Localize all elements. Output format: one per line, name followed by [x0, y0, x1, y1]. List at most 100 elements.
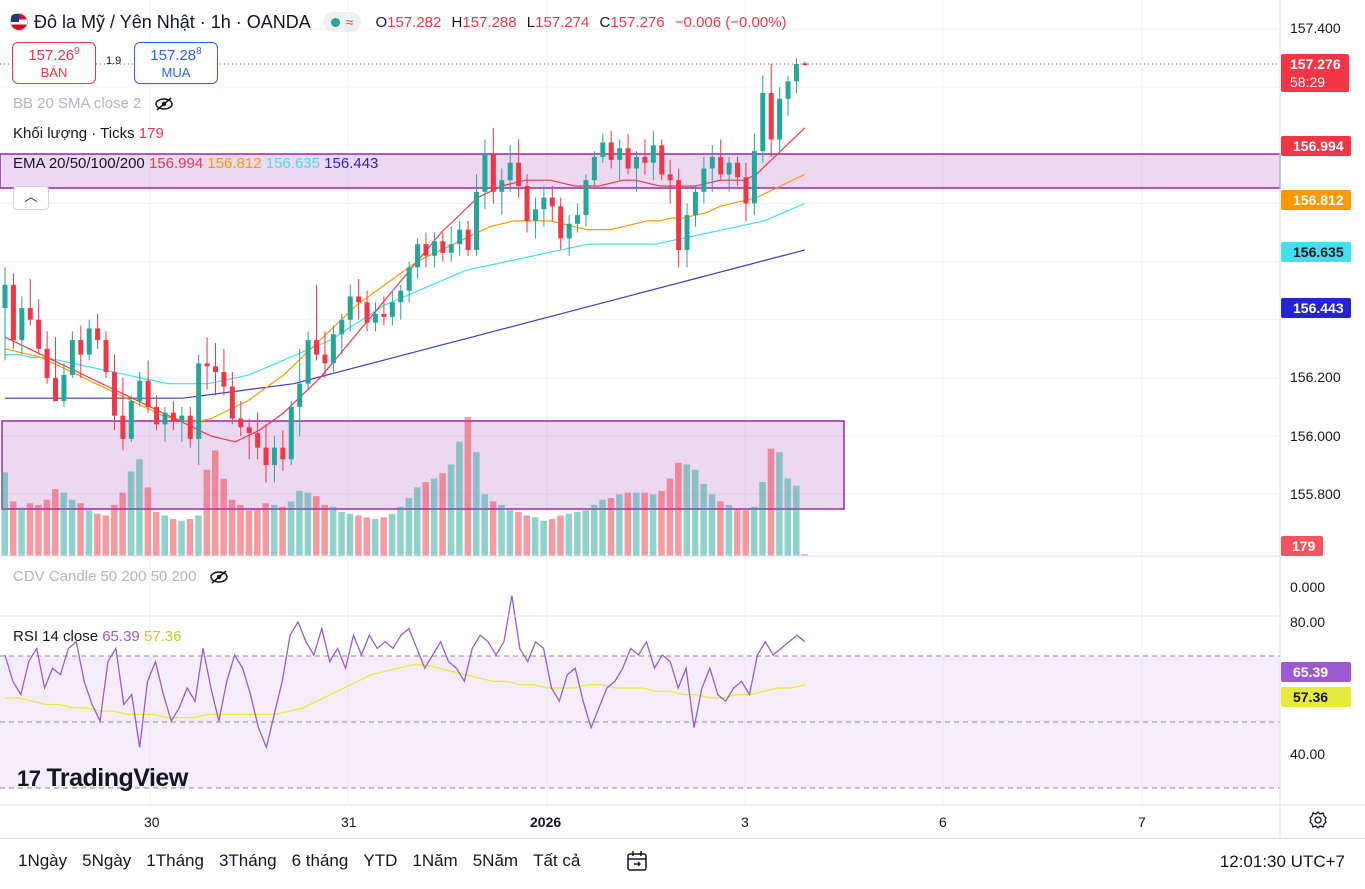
- volume-bar: [422, 482, 429, 556]
- time-tick: 30: [144, 814, 160, 830]
- volume-bar: [186, 519, 194, 556]
- candle-body: [389, 302, 395, 317]
- period-1d[interactable]: 1Ngày: [18, 851, 68, 870]
- hidden-eye-icon[interactable]: [209, 570, 229, 584]
- candle-body: [128, 401, 134, 439]
- period-6m[interactable]: 6 tháng: [291, 851, 349, 870]
- volume-bar: [616, 494, 623, 556]
- rsi-legend[interactable]: RSI 14 close 65.39 57.36: [13, 628, 182, 645]
- candle-body: [625, 148, 631, 169]
- volume-bar: [666, 478, 674, 556]
- candle-body: [558, 206, 564, 239]
- volume-bar: [153, 512, 160, 556]
- rsi-ma-tag-value: 57.36: [1293, 689, 1328, 705]
- clock-timezone[interactable]: 12:01:30 UTC+7: [1219, 852, 1345, 871]
- resistance-zone[interactable]: [0, 153, 1281, 189]
- tradingview-logo-icon: 17: [17, 765, 41, 791]
- hidden-eye-icon[interactable]: [154, 97, 174, 111]
- ema200-value: 156.443: [324, 155, 379, 172]
- market-open-icon: [330, 17, 340, 27]
- volume-bar: [52, 489, 59, 556]
- buy-label: MUA: [161, 65, 191, 80]
- volume-bar: [734, 508, 741, 556]
- bb-legend[interactable]: BB 20 SMA close 2: [13, 95, 174, 112]
- tradingview-logo[interactable]: 17 TradingView: [17, 764, 188, 792]
- volume-bar: [338, 512, 345, 556]
- time-tick: 6: [939, 814, 947, 830]
- rsi-ma-value: 57.36: [143, 628, 182, 645]
- candle-body: [246, 427, 252, 434]
- candle-body: [415, 244, 421, 268]
- spread-value: 1.9: [106, 55, 122, 67]
- last-price-tag[interactable]: [1281, 54, 1349, 92]
- volume-legend[interactable]: Khối lượng · Ticks 179: [13, 125, 164, 142]
- candle-body: [120, 415, 126, 439]
- candle-body: [196, 363, 202, 439]
- period-all[interactable]: Tất cả: [533, 851, 581, 870]
- sell-button[interactable]: 157.269 BÁN: [12, 42, 96, 84]
- cdv-legend[interactable]: CDV Candle 50 200 50 200: [13, 568, 229, 585]
- candle-body: [549, 197, 555, 207]
- volume-bar: [237, 504, 244, 556]
- collapse-legend-button[interactable]: ︿: [13, 186, 49, 210]
- period-1m[interactable]: 1Tháng: [146, 851, 204, 870]
- last-price-value: 157.276: [1290, 56, 1341, 72]
- usd-jpy-flag-icon: [10, 13, 28, 31]
- candle-body: [229, 386, 235, 419]
- ema100-tag[interactable]: [1281, 242, 1351, 262]
- period-5d[interactable]: 5Ngày: [82, 851, 132, 870]
- ema50-line: [4, 173, 806, 423]
- rsi-tag[interactable]: [1281, 662, 1351, 682]
- volume-bar: [270, 504, 278, 556]
- volume-bar: [691, 469, 699, 556]
- period-1y[interactable]: 1Năm: [412, 851, 458, 870]
- candle-body: [154, 406, 160, 425]
- symbol-header[interactable]: Đô la Mỹ / Yên Nhật · 1h · OANDA ≈ O157.…: [10, 10, 793, 34]
- buy-price: 157.28: [150, 47, 197, 64]
- volume-bar: [212, 450, 219, 556]
- volume-bar: [279, 506, 286, 556]
- volume-bar: [641, 492, 648, 556]
- market-status[interactable]: ≈: [322, 12, 362, 32]
- volume-bar: [557, 515, 564, 556]
- symbol-title[interactable]: Đô la Mỹ / Yên Nhật · 1h · OANDA: [34, 11, 311, 32]
- candle-body: [314, 340, 320, 355]
- ema200-line: [5, 249, 806, 399]
- candle-body: [347, 296, 353, 320]
- period-3m[interactable]: 3Tháng: [218, 851, 277, 870]
- candle-body: [709, 156, 715, 169]
- volume-bar: [9, 501, 17, 556]
- ema200-tag[interactable]: [1281, 298, 1351, 318]
- volume-bar: [708, 494, 716, 556]
- volume-bar: [195, 515, 202, 556]
- ema-legend[interactable]: EMA 20/50/100/200 156.994 156.812 156.63…: [13, 155, 379, 172]
- volume-bar: [776, 452, 783, 556]
- volume-bar: [447, 464, 455, 556]
- buy-button[interactable]: 157.288 MUA: [134, 42, 218, 84]
- ema20-tag[interactable]: [1281, 136, 1351, 156]
- period-5y[interactable]: 5Năm: [472, 851, 519, 870]
- candle-body: [650, 145, 656, 163]
- candle-body: [793, 63, 799, 82]
- rsi-tick: 40.00: [1290, 746, 1325, 762]
- rsi-ma-tag[interactable]: [1281, 687, 1351, 707]
- candle-body: [187, 415, 193, 439]
- period-ytd[interactable]: YTD: [363, 851, 398, 870]
- settings-icon[interactable]: [1308, 810, 1328, 830]
- volume-bar: [633, 492, 640, 556]
- volume-tag[interactable]: [1281, 536, 1323, 556]
- volume-bar: [136, 459, 143, 556]
- sell-label: BÁN: [40, 65, 68, 80]
- volume-bar: [801, 554, 808, 556]
- volume-bar: [414, 487, 421, 556]
- cdv-tick: 0.000: [1290, 579, 1325, 595]
- data-status-icon: ≈: [345, 14, 354, 30]
- ema50-tag[interactable]: [1281, 190, 1351, 210]
- price-tick: 156.200: [1290, 369, 1341, 385]
- candle-body: [499, 180, 505, 192]
- goto-date-calendar-icon[interactable]: [625, 849, 649, 873]
- candle-body: [684, 215, 690, 250]
- candle-body: [617, 148, 623, 160]
- candle-body: [170, 412, 176, 422]
- volume-bar: [481, 494, 488, 556]
